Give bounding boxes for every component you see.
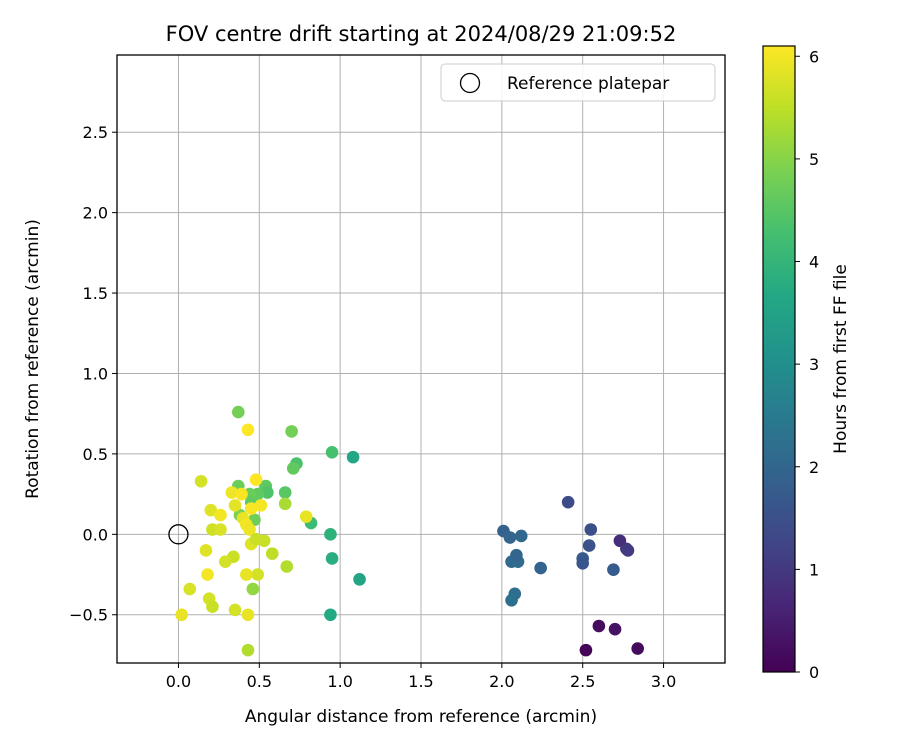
data-point [510,548,523,562]
legend-box [440,63,716,102]
data-point [505,593,518,607]
reference-platepar-marker [168,524,189,545]
data-point [183,582,197,596]
colorbar-frame [762,45,796,673]
x-tick-label: 2.5 [570,672,595,691]
colorbar-ticks: 0 1 2 3 4 5 6 [795,47,819,682]
colorbar-tick-label: 0 [809,663,819,682]
data-point [278,497,292,511]
y-tick-label: 0.0 [83,525,108,544]
data-point [325,552,339,565]
x-tick-label: 0.5 [247,672,272,691]
data-point [534,561,547,575]
colorbar-tick-label: 2 [809,458,819,477]
data-point [206,600,219,614]
y-tick-label: 0.5 [83,445,108,464]
y-tick-label: 1.0 [83,364,108,383]
data-point [249,473,263,486]
legend-circle-icon [459,72,481,94]
x-tick-label: 2.0 [489,672,514,691]
data-point [214,523,227,536]
x-axis-label: Angular distance from reference (arcmin) [245,707,597,727]
legend: Reference platepar [440,63,716,102]
colorbar-tick-label: 4 [809,253,819,272]
y-axis-label: Rotation from reference (arcmin) [23,219,43,499]
data-point [240,568,253,581]
data-point [249,532,263,546]
data-point [561,495,575,509]
data-point [251,568,264,581]
data-point [199,544,213,557]
data-point [204,503,218,517]
data-point [576,556,590,570]
y-tick-label: −0.5 [69,606,108,625]
data-point [503,531,517,544]
colorbar-tick-label: 1 [809,560,819,579]
y-tick-label: 2.5 [83,123,108,142]
data-point [228,603,242,617]
y-tick-label: 1.5 [83,284,108,303]
x-tick-label: 1.5 [408,672,433,691]
data-point [607,563,620,577]
data-point [201,568,214,581]
data-point [621,544,635,557]
y-tick-label: 2.0 [83,204,108,223]
data-point [241,423,255,437]
data-point [299,510,313,523]
data-point [286,462,300,475]
data-points [175,405,644,657]
colorbar-fill [763,46,795,672]
data-point [631,642,644,655]
x-tick-label: 3.0 [651,672,676,691]
x-tick-label: 0.0 [166,672,191,691]
data-point [265,547,279,560]
colorbar-tick-label: 6 [809,47,819,66]
y-axis-ticks: −0.5 0.0 0.5 1.0 1.5 2.0 2.5 [69,123,117,625]
data-point [584,523,598,536]
data-point [285,425,298,438]
data-point [228,499,242,512]
legend-label: Reference platepar [507,74,669,94]
data-point [219,555,232,568]
data-point [244,502,258,515]
data-point [231,405,245,419]
data-point [346,450,360,464]
data-point [592,619,606,633]
data-point [261,486,274,499]
colorbar-label: Hours from first FF file [831,264,851,454]
reference-marker-group [168,524,189,545]
data-point [246,582,260,596]
colorbar: 0 1 2 3 4 5 6 Hours from first FF file [762,45,851,682]
data-point [254,499,268,512]
colorbar-tick-label: 3 [809,355,819,374]
data-point [608,622,622,636]
data-point [225,486,239,499]
data-point [214,508,227,522]
data-point [582,539,596,552]
data-point [353,573,366,586]
data-point [325,445,339,459]
colorbar-tick-label: 5 [809,150,819,169]
data-point [235,487,248,501]
x-tick-label: 1.0 [327,672,352,691]
data-point [241,608,255,622]
data-point [243,523,256,536]
data-point [241,643,255,657]
data-point [280,560,294,573]
data-point [194,474,208,488]
data-point [278,486,292,499]
data-point [175,608,188,622]
data-point [514,529,528,543]
data-point [324,528,337,541]
chart-title: FOV centre drift starting at 2024/08/29 … [166,22,677,46]
data-point [579,643,593,657]
x-axis-ticks: 0.0 0.5 1.0 1.5 2.0 2.5 3.0 [166,663,676,691]
data-point [324,608,337,622]
